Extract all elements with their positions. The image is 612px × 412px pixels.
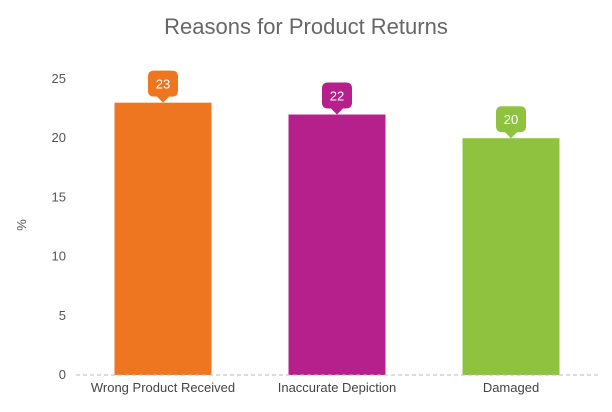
data-label: 22 — [330, 89, 344, 104]
data-labels-group: 23 22 20 — [148, 70, 526, 139]
data-label: 20 — [504, 112, 518, 127]
x-axis-labels: Wrong Product Received Inaccurate Depicti… — [91, 380, 539, 395]
chart-title: Reasons for Product Returns — [164, 14, 448, 39]
y-axis-ticks: 0 5 10 15 20 25 — [52, 71, 66, 382]
data-label-callout — [322, 82, 352, 115]
y-tick-label: 10 — [52, 249, 66, 264]
data-label-callout — [148, 70, 178, 103]
data-label: 23 — [156, 77, 170, 92]
data-label-callout — [496, 106, 526, 139]
y-tick-label: 20 — [52, 130, 66, 145]
bar — [114, 102, 212, 376]
y-axis-label: % — [14, 219, 29, 231]
y-tick-label: 0 — [59, 367, 66, 382]
x-tick-label: Damaged — [483, 380, 539, 395]
y-tick-label: 5 — [59, 308, 66, 323]
y-tick-label: 15 — [52, 189, 66, 204]
bars-group — [114, 102, 560, 376]
y-tick-label: 25 — [52, 71, 66, 86]
x-tick-label: Wrong Product Received — [91, 380, 235, 395]
bar — [288, 114, 386, 376]
bar — [462, 138, 560, 375]
x-tick-label: Inaccurate Depiction — [278, 380, 397, 395]
